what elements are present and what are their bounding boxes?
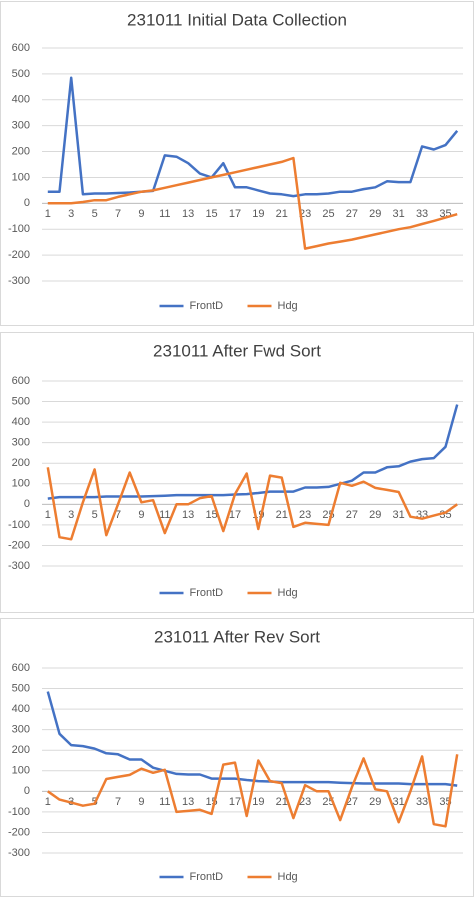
x-tick-label: 1 <box>45 208 51 220</box>
x-tick-label: 1 <box>45 796 51 808</box>
series-line <box>47 404 459 500</box>
chart-title: 231011 Initial Data Collection <box>127 10 347 29</box>
legend-label: FrontD <box>190 587 224 599</box>
y-tick-label: -100 <box>8 519 30 531</box>
x-tick-label: 13 <box>182 208 194 220</box>
x-tick-label: 5 <box>92 509 98 521</box>
x-tick-label: 17 <box>229 208 241 220</box>
y-tick-label: -200 <box>8 249 30 261</box>
series-line <box>47 76 459 198</box>
y-tick-label: 300 <box>12 120 30 132</box>
chart-panel <box>0 618 474 897</box>
y-tick-label: 500 <box>12 682 30 694</box>
y-tick-label: 300 <box>12 437 30 449</box>
x-tick-label: 15 <box>205 208 217 220</box>
x-tick-label: 13 <box>182 796 194 808</box>
series-line <box>47 754 459 828</box>
x-tick-label: 17 <box>229 796 241 808</box>
y-tick-label: 600 <box>12 375 30 387</box>
x-tick-label: 33 <box>416 796 428 808</box>
x-tick-label: 19 <box>252 208 264 220</box>
x-tick-label: 23 <box>299 509 311 521</box>
y-tick-label: -100 <box>8 806 30 818</box>
y-tick-label: 200 <box>12 145 30 157</box>
x-tick-label: 29 <box>369 509 381 521</box>
x-tick-label: 11 <box>159 509 170 521</box>
x-tick-label: 29 <box>369 208 381 220</box>
y-tick-label: 0 <box>24 498 30 510</box>
y-tick-label: 200 <box>12 457 30 469</box>
x-tick-label: 33 <box>416 208 428 220</box>
series-line <box>47 156 458 250</box>
series-line <box>46 691 458 787</box>
chart-title: 231011 After Fwd Sort <box>153 341 321 360</box>
x-tick-label: 21 <box>276 796 288 808</box>
x-tick-label: 9 <box>138 796 144 808</box>
x-tick-label: 25 <box>322 208 334 220</box>
y-tick-label: 500 <box>12 68 30 80</box>
x-tick-label: 31 <box>393 509 405 521</box>
x-tick-label: 27 <box>346 208 358 220</box>
x-tick-label: 21 <box>276 509 288 521</box>
y-tick-label: 100 <box>12 478 30 490</box>
chart-panel <box>0 332 474 613</box>
x-tick-label: 19 <box>252 796 264 808</box>
legend-label: FrontD <box>190 300 224 312</box>
x-tick-label: 15 <box>205 509 217 521</box>
x-tick-label: 9 <box>138 208 144 220</box>
y-tick-label: -100 <box>8 223 30 235</box>
x-tick-label: 7 <box>115 509 121 521</box>
x-tick-label: 11 <box>159 796 170 808</box>
y-tick-label: 200 <box>12 744 30 756</box>
series-line <box>46 467 458 541</box>
x-tick-label: 29 <box>369 796 381 808</box>
y-tick-label: 300 <box>12 724 30 736</box>
y-tick-label: 0 <box>24 785 30 797</box>
y-tick-label: -300 <box>8 560 30 572</box>
y-tick-label: 100 <box>12 171 30 183</box>
x-tick-label: 7 <box>115 796 121 808</box>
x-tick-label: 23 <box>299 796 311 808</box>
x-tick-label: 11 <box>159 208 170 220</box>
x-tick-label: 1 <box>45 509 51 521</box>
x-tick-label: 3 <box>68 509 74 521</box>
y-tick-label: -300 <box>8 275 30 287</box>
y-tick-label: -200 <box>8 826 30 838</box>
y-tick-label: 600 <box>12 42 30 54</box>
y-tick-label: -200 <box>8 539 30 551</box>
y-tick-label: 400 <box>12 703 30 715</box>
y-tick-label: 0 <box>24 197 30 209</box>
legend-label: Hdg <box>278 300 298 312</box>
x-tick-label: 9 <box>138 509 144 521</box>
y-tick-label: 400 <box>12 416 30 428</box>
legend-label: Hdg <box>278 587 298 599</box>
x-tick-label: 31 <box>393 796 405 808</box>
y-tick-label: 600 <box>12 662 30 674</box>
x-tick-label: 5 <box>92 208 98 220</box>
x-tick-label: 31 <box>393 208 405 220</box>
x-tick-label: 21 <box>276 208 288 220</box>
x-tick-label: 27 <box>346 509 358 521</box>
x-tick-label: 7 <box>115 208 121 220</box>
y-tick-label: 500 <box>12 395 30 407</box>
chart-panel <box>0 1 474 326</box>
chart-title: 231011 After Rev Sort <box>154 627 320 646</box>
x-tick-label: 13 <box>182 509 194 521</box>
y-tick-label: -300 <box>8 847 30 859</box>
legend-label: FrontD <box>190 871 224 883</box>
x-tick-label: 3 <box>68 208 74 220</box>
legend-label: Hdg <box>278 871 298 883</box>
x-tick-label: 17 <box>229 509 241 521</box>
y-tick-label: 400 <box>12 94 30 106</box>
y-tick-label: 100 <box>12 765 30 777</box>
